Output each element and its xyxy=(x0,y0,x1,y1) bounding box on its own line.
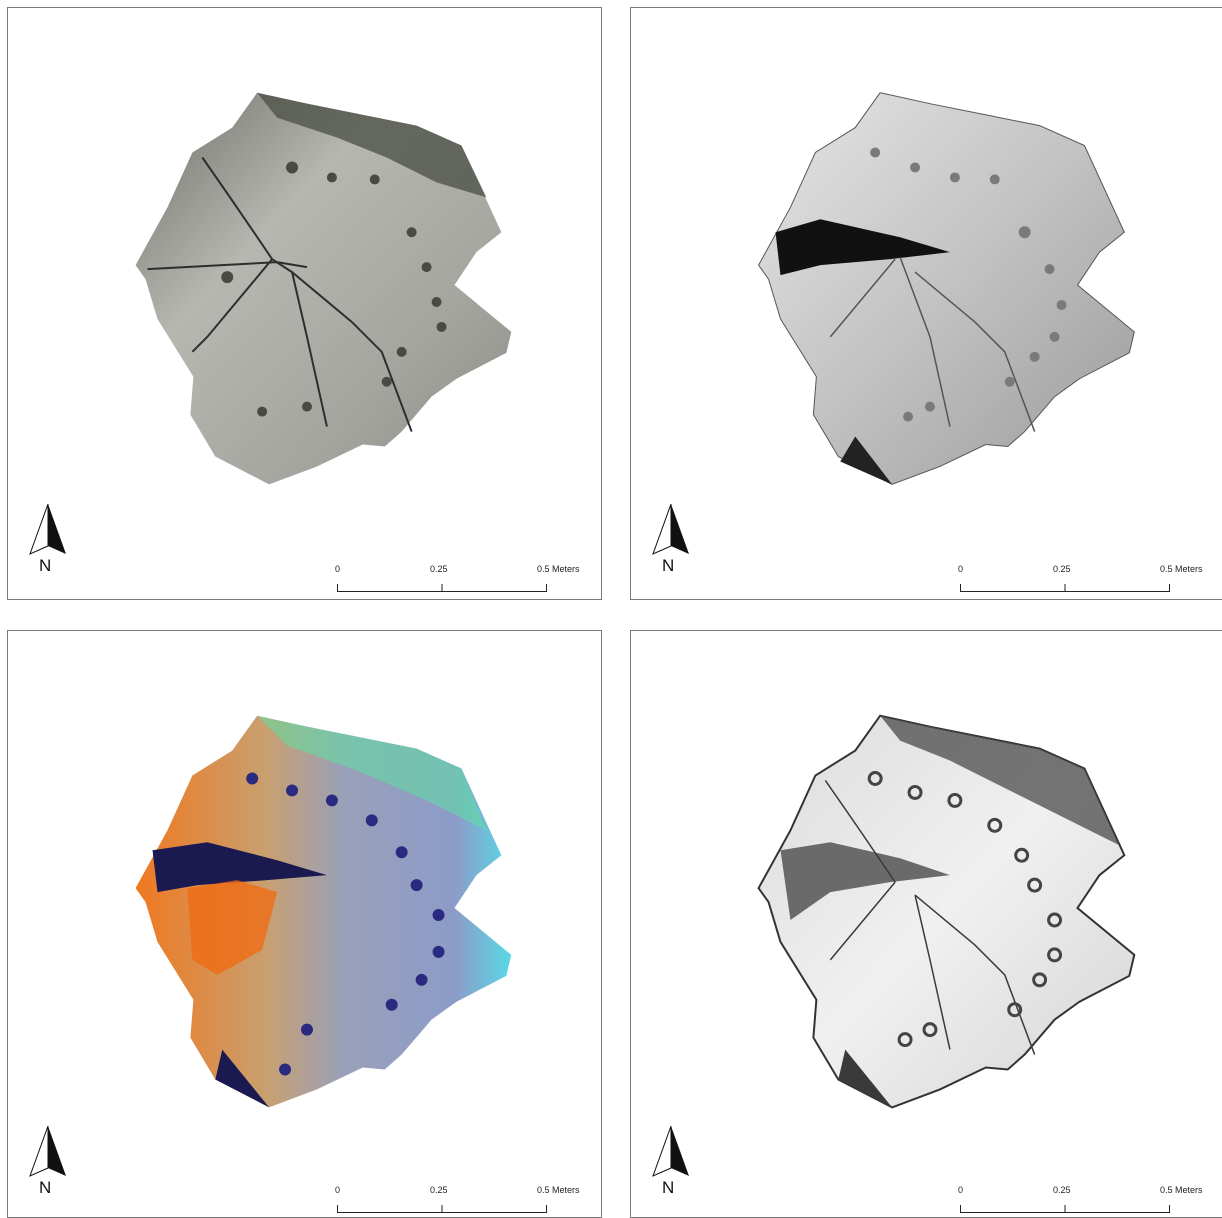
north-arrow: N xyxy=(649,1124,693,1197)
rock-surface-edge-enhanced xyxy=(757,714,1136,1109)
rock-outline xyxy=(757,92,1135,485)
scale-label-max: 0.5 Meters xyxy=(1160,564,1203,574)
cupule-marks xyxy=(246,772,445,1076)
north-label: N xyxy=(39,1178,52,1197)
scale-label-0: 0 xyxy=(335,564,341,574)
cupule-marks xyxy=(870,147,1067,422)
rock-cracks xyxy=(829,256,1036,432)
map-panel-edge-enhanced: N 0 0.25 0.5 Meters xyxy=(630,630,1222,1218)
scale-bar-line xyxy=(960,584,1170,592)
scale-bar-line xyxy=(960,1205,1170,1213)
scale-label-max: 0.5 Meters xyxy=(537,564,580,574)
north-label: N xyxy=(662,556,675,575)
map-panel-colored-relief: N 0 0.25 0.5 Meters xyxy=(7,630,602,1218)
scale-label-mid: 0.25 xyxy=(1053,1185,1071,1195)
shadow-edge xyxy=(838,1049,893,1108)
shadow-fissure xyxy=(775,219,950,276)
scale-label-mid: 0.25 xyxy=(1053,564,1071,574)
rock-cracks xyxy=(824,780,1036,1055)
north-arrow-icon xyxy=(29,503,66,555)
boulder-highlight xyxy=(187,880,278,975)
scale-label-mid: 0.25 xyxy=(430,564,448,574)
scale-label-0: 0 xyxy=(335,1185,341,1195)
scale-bar-line xyxy=(337,584,547,592)
rock-outline xyxy=(135,715,512,1108)
ridge-dark xyxy=(880,715,1120,846)
slab-dark xyxy=(780,842,950,921)
shadow-edge xyxy=(840,436,893,485)
rock-outline xyxy=(757,714,1136,1109)
scale-label-mid: 0.25 xyxy=(430,1185,448,1195)
map-panel-hillshade: N 0 0.25 0.5 Meters xyxy=(630,7,1222,600)
scale-bar: 0 0.25 0.5 Meters xyxy=(334,564,594,599)
scale-label-0: 0 xyxy=(958,564,964,574)
shadow-edge xyxy=(215,1049,270,1108)
shadow-fissure xyxy=(152,842,327,893)
rock-surface-colored-relief xyxy=(135,715,512,1108)
north-arrow-icon xyxy=(29,1125,66,1177)
scale-bar: 0 0.25 0.5 Meters xyxy=(957,1185,1217,1217)
north-arrow: N xyxy=(26,502,70,575)
scale-label-max: 0.5 Meters xyxy=(1160,1185,1203,1195)
cupule-marks xyxy=(867,771,1063,1048)
north-arrow-icon xyxy=(652,503,689,555)
north-arrow: N xyxy=(649,502,693,575)
ridge-highlight xyxy=(257,715,487,831)
moss-patch xyxy=(257,92,487,198)
scale-bar: 0 0.25 0.5 Meters xyxy=(334,1185,594,1217)
map-panel-orthophoto: N 0 0.25 0.5 Meters xyxy=(7,7,602,600)
scale-label-max: 0.5 Meters xyxy=(537,1185,580,1195)
rock-outline xyxy=(135,92,512,485)
rock-cracks xyxy=(147,156,413,432)
north-label: N xyxy=(39,556,52,575)
north-arrow: N xyxy=(26,1124,70,1197)
scale-bar: 0 0.25 0.5 Meters xyxy=(957,564,1217,599)
north-arrow-icon xyxy=(652,1125,689,1177)
scale-label-0: 0 xyxy=(958,1185,964,1195)
north-label: N xyxy=(662,1178,675,1197)
rock-surface-hillshade xyxy=(757,92,1135,485)
scale-bar-line xyxy=(337,1205,547,1213)
cupule-marks xyxy=(221,161,447,417)
rock-surface-orthophoto xyxy=(135,92,512,485)
